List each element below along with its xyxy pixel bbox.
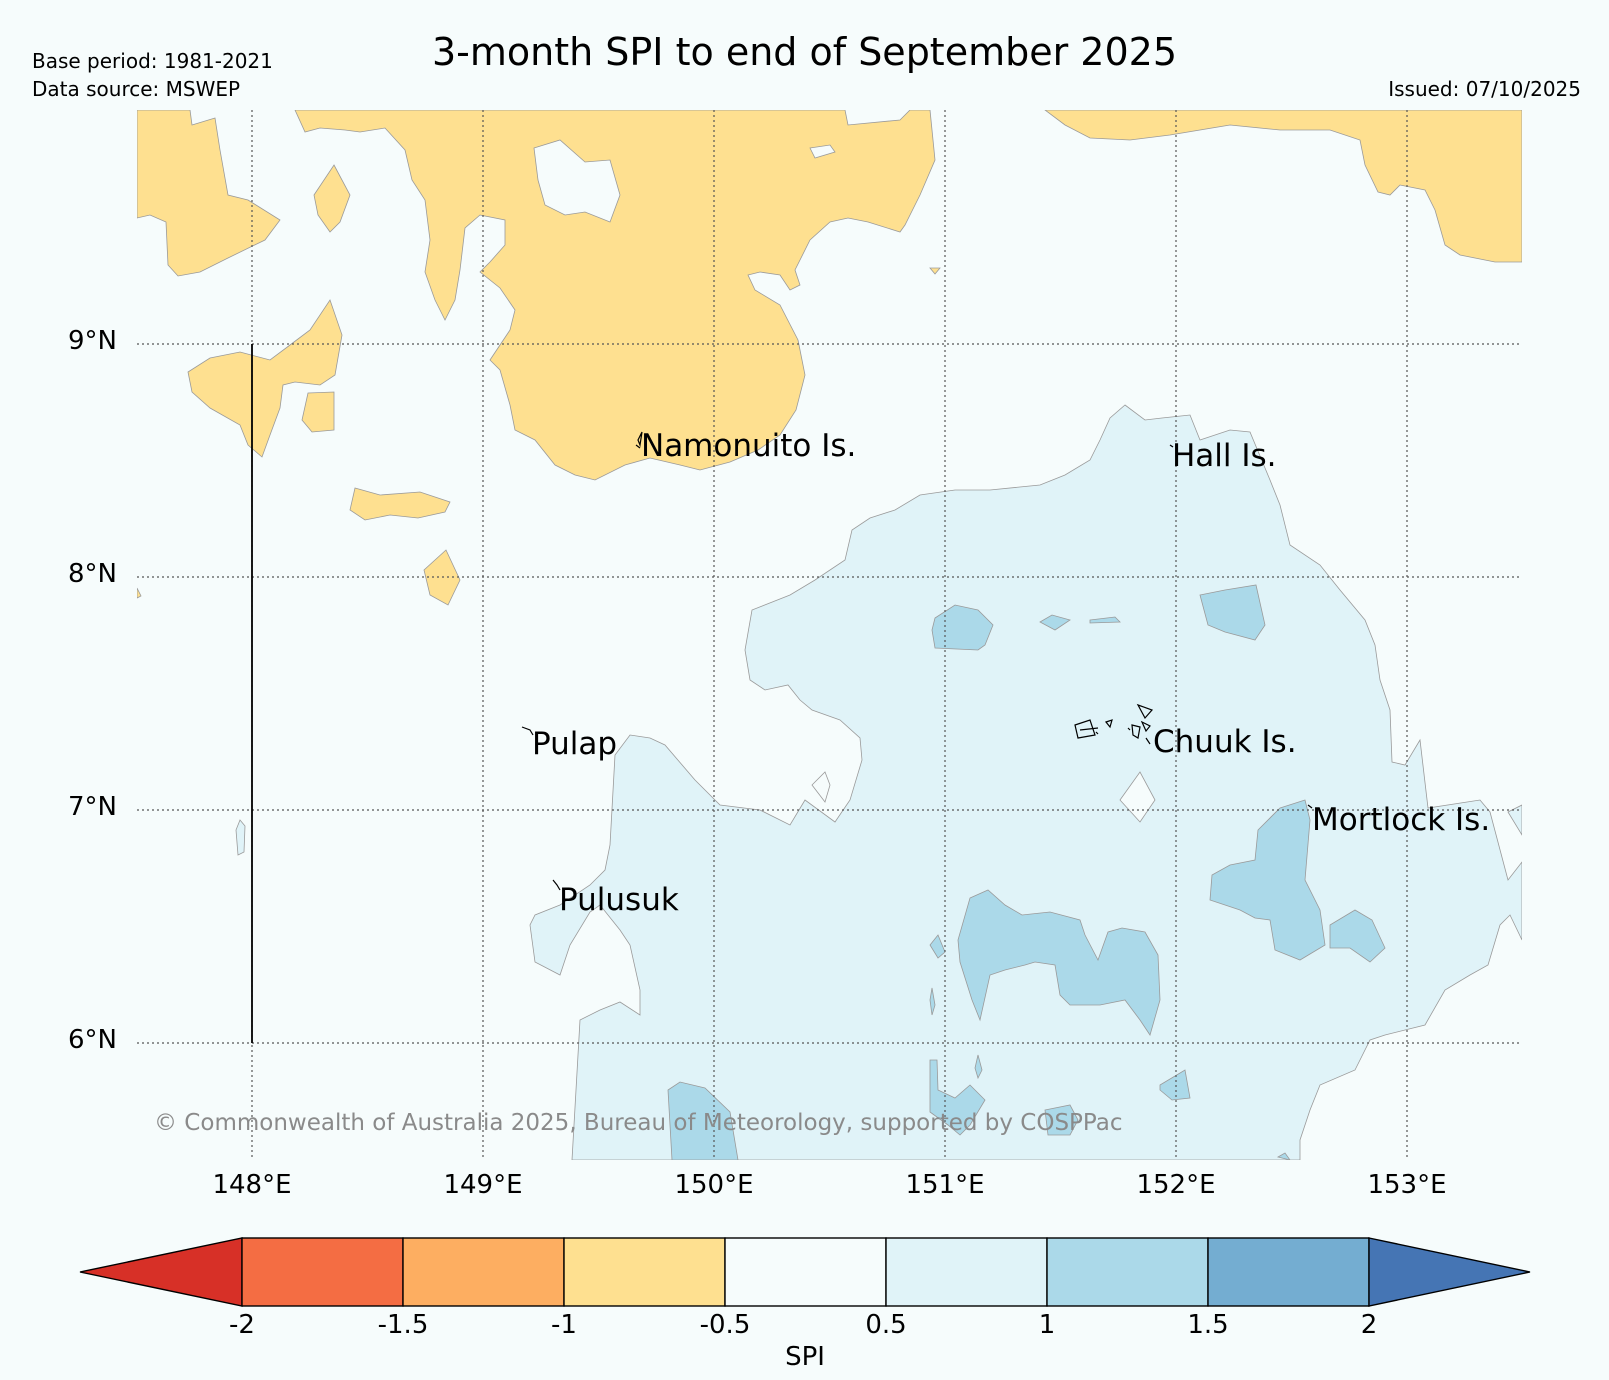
colorbar-swatch-3 xyxy=(563,1237,726,1307)
wetter-patch-12 xyxy=(1159,1069,1191,1101)
wetter-patch-8 xyxy=(929,934,946,959)
island-chuuk-6 xyxy=(1140,720,1151,733)
wetter-patch-9 xyxy=(929,987,936,1016)
wetter-patch-7 xyxy=(957,889,1161,1036)
wetter-patch-2 xyxy=(1039,614,1071,631)
colorbar-tick-3: -1 xyxy=(551,1310,577,1340)
islands xyxy=(521,431,1313,891)
colorbar-tick-5: 0.5 xyxy=(865,1310,907,1340)
data-source: Data source: MSWEP xyxy=(32,77,241,101)
wet-region-hole-1 xyxy=(811,771,831,803)
dry-region-west-island-3 xyxy=(349,487,451,521)
lon-label-149e: 149°E xyxy=(443,1170,523,1200)
place-label-chuuk: Chuuk Is. xyxy=(1153,724,1297,760)
colorbar-tick-7: 1.5 xyxy=(1187,1310,1229,1340)
colorbar-swatch-4 xyxy=(724,1237,887,1307)
copyright-notice: © Commonwealth of Australia 2025, Bureau… xyxy=(154,1110,1123,1136)
dry-region-west-island-2 xyxy=(301,391,335,433)
issued-date: Issued: 07/10/2025 xyxy=(1388,77,1581,101)
dry-regions xyxy=(137,110,1522,606)
dry-region-northwest xyxy=(137,110,281,277)
colorbar-swatch-1 xyxy=(241,1237,404,1307)
wet-region-sliver xyxy=(235,819,246,856)
island-chuuk-3 xyxy=(1079,727,1099,731)
wetter-patch-1 xyxy=(931,604,994,651)
map-area xyxy=(137,110,1522,1160)
island-chuuk-7 xyxy=(1095,727,1151,745)
dry-region-speck-2 xyxy=(137,587,142,599)
lat-label-8n: 8°N xyxy=(68,559,117,589)
lat-label-9n: 9°N xyxy=(68,326,117,356)
base-period: Base period: 1981-2021 xyxy=(32,49,273,73)
colorbar-extend-low xyxy=(79,1237,243,1307)
island-chuuk-5 xyxy=(1131,724,1141,739)
wetter-patch-11 xyxy=(929,1059,986,1136)
lon-label-152e: 152°E xyxy=(1136,1170,1216,1200)
island-pulusuk xyxy=(552,879,561,891)
island-mortlock xyxy=(1307,804,1313,809)
place-label-pulusuk: Pulusuk xyxy=(559,882,679,918)
colorbar-tick-1: -2 xyxy=(229,1310,255,1340)
place-label-namonuito: Namonuito Is. xyxy=(641,428,857,464)
colorbar-tick-2: -1.5 xyxy=(377,1310,429,1340)
colorbar-extend-high xyxy=(1368,1237,1531,1307)
lat-label-6n: 6°N xyxy=(68,1025,117,1055)
wet-region-east-edge xyxy=(1507,804,1522,836)
island-chuuk-2 xyxy=(1074,719,1096,739)
island-pulap xyxy=(521,726,534,736)
island-chuuk-1 xyxy=(1136,703,1154,720)
wetter-patch-3 xyxy=(1089,616,1121,624)
island-hall xyxy=(1169,444,1174,448)
colorbar-tick-4: -0.5 xyxy=(699,1310,751,1340)
wetter-patch-15 xyxy=(1276,1152,1291,1160)
colorbar-tick-6: 1 xyxy=(1038,1310,1056,1340)
map-title: 3-month SPI to end of September 2025 xyxy=(431,30,1178,74)
wetter-patch-4 xyxy=(1199,584,1266,641)
colorbar-swatch-2 xyxy=(402,1237,565,1307)
wet-regions xyxy=(235,404,1522,1160)
colorbar-tick-8: 2 xyxy=(1360,1310,1378,1340)
dry-region-small-lake xyxy=(313,164,351,233)
dry-region-north-small-hole xyxy=(809,144,836,159)
dry-region-north-central-hole xyxy=(533,139,621,223)
wetter-patch-10 xyxy=(974,1054,983,1080)
wetter-patch-13 xyxy=(1044,1104,1079,1136)
wetter-patch-14 xyxy=(667,1081,739,1160)
colorbar-swatch-7 xyxy=(1207,1237,1370,1307)
dry-region-north-central xyxy=(294,110,936,481)
island-namonuito xyxy=(635,431,643,449)
dry-region-west-island-1 xyxy=(187,299,343,458)
dry-region-speck-1 xyxy=(929,267,941,275)
wetter-patch-5 xyxy=(1209,799,1326,961)
place-label-mortlock: Mortlock Is. xyxy=(1312,802,1491,838)
wetter-patch-6 xyxy=(1329,909,1386,963)
lon-label-153e: 153°E xyxy=(1367,1170,1447,1200)
colorbar xyxy=(79,1237,1531,1307)
lon-label-151e: 151°E xyxy=(905,1170,985,1200)
lat-label-7n: 7°N xyxy=(68,792,117,822)
place-label-pulap: Pulap xyxy=(532,726,618,762)
wetter-regions xyxy=(667,584,1386,1160)
wet-region-main xyxy=(529,404,1522,1160)
dry-region-northeast xyxy=(1044,110,1522,263)
island-chuuk-4 xyxy=(1104,719,1113,729)
lon-label-148e: 148°E xyxy=(212,1170,292,1200)
colorbar-swatch-5 xyxy=(885,1237,1048,1307)
colorbar-title: SPI xyxy=(785,1342,825,1372)
place-label-hall: Hall Is. xyxy=(1172,438,1277,474)
lon-label-150e: 150°E xyxy=(674,1170,754,1200)
colorbar-swatch-6 xyxy=(1046,1237,1209,1307)
